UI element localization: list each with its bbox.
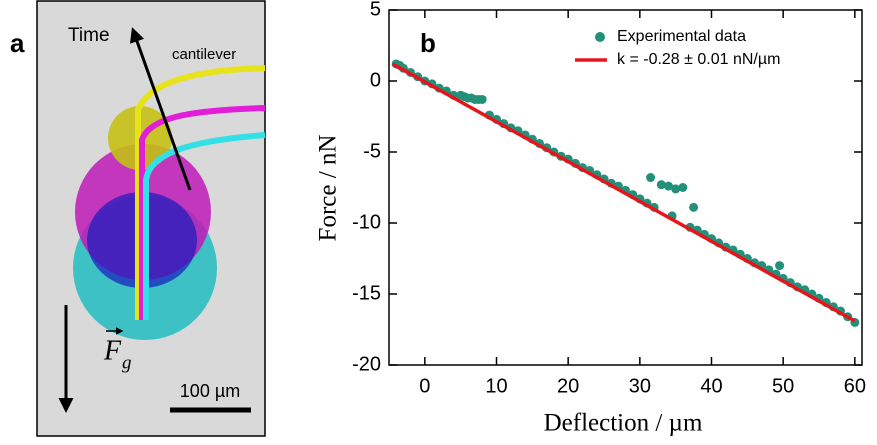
data-point [775,261,785,271]
legend-label: Experimental data [617,28,746,45]
y-tick-label: -15 [352,282,381,304]
cantilever-yellow [135,65,266,320]
data-point [689,202,699,212]
y-tick-label: -10 [352,211,381,233]
x-tick-label: 20 [557,375,579,397]
fit-line [391,62,856,323]
x-tick-label: 30 [629,375,651,397]
data-point [671,184,681,194]
plot-frame [388,9,863,366]
x-tick-label: 10 [485,375,507,397]
panel-label: a [10,28,25,58]
panel-a: a Time cantilever F g 100 µm [10,0,266,437]
y-tick-label: 0 [370,69,381,91]
panel-label: b [420,28,436,58]
legend-marker [595,32,605,42]
data-point [678,183,688,192]
y-tick-label: -20 [352,353,381,375]
x-tick-label: 40 [700,375,722,397]
panel-b: b Deflection / µm Force / nN 0 10 20 30 40 50… [315,0,866,437]
data-point [646,173,656,183]
y-tick-label: -5 [363,140,381,162]
force-subscript: g [122,352,132,373]
time-arrow [129,27,192,191]
force-symbol: F [103,335,122,366]
x-tick-label: 60 [844,375,866,397]
cantilever-magenta [139,105,266,320]
data-point [664,181,673,191]
legend-label: k = -0.28 ± 0.01 nN/µm [617,51,780,68]
y-axis-label: Force / nN [315,135,342,242]
x-tick-label: 0 [419,375,430,397]
data-point [477,94,487,104]
x-axis-label: Deflection / µm [544,410,703,437]
time-label: Time [68,25,110,46]
y-tick-label: 5 [370,0,381,20]
cantilever-label: cantilever [172,46,236,63]
scale-bar-label: 100 µm [180,381,240,401]
x-tick-label: 50 [772,375,794,397]
cantilever-cyan [143,132,266,320]
data-point [656,180,666,190]
